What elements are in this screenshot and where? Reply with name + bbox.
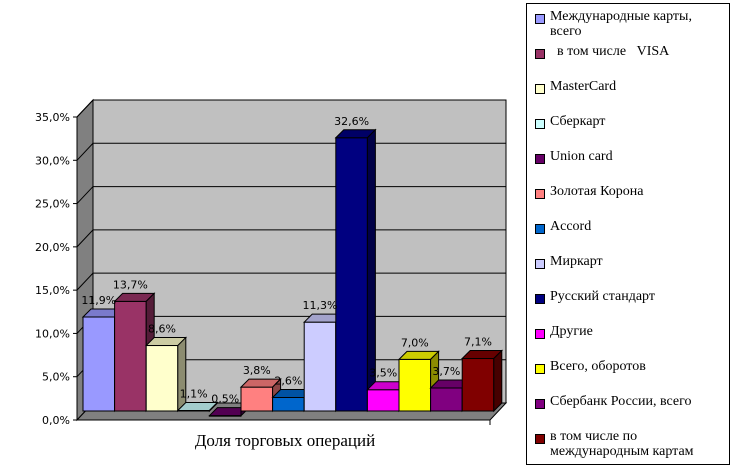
legend-swatch: [535, 154, 545, 164]
bar-front: [461, 358, 495, 412]
bar: [460, 349, 504, 413]
y-tick-label: 15,0%: [35, 284, 70, 297]
legend-label: в том числе VISA: [550, 44, 670, 59]
legend-swatch: [535, 189, 545, 199]
data-label: 8,6%: [148, 323, 176, 336]
bar-front: [430, 387, 463, 412]
bar-front: [82, 316, 116, 412]
legend-label: Другие: [550, 324, 593, 339]
y-tick-label: 0,0%: [42, 414, 70, 427]
legend-swatch: [535, 259, 545, 269]
bar: [144, 336, 188, 413]
legend-label: Русский стандарт: [550, 289, 655, 304]
bar-front: [398, 358, 432, 412]
data-label: 2,6%: [274, 374, 302, 387]
data-label: 1,1%: [180, 387, 208, 400]
y-tick-label: 35,0%: [35, 111, 70, 124]
legend-label: Миркарт: [550, 254, 603, 269]
data-label: 13,7%: [113, 278, 148, 291]
legend-label: Всего, оборотов: [550, 359, 646, 374]
gridline: [76, 99, 506, 118]
legend-swatch: [535, 119, 545, 129]
legend-swatch: [535, 294, 545, 304]
legend-label: Золотая Корона: [550, 184, 644, 199]
bar-front: [335, 137, 368, 412]
legend-label: в том числе по международным картам: [550, 429, 694, 459]
bar-front: [272, 396, 305, 412]
legend-label: Сбербанк России, всего: [550, 394, 692, 409]
bar-chart: 0,0% 5,0% 10,0% 15,0% 20,0% 25,0% 30,0% 35,0% 1…: [35, 98, 508, 450]
data-label: 0,5%: [211, 393, 239, 406]
y-tick-label: 20,0%: [35, 241, 70, 254]
data-label: 3,5%: [369, 367, 397, 380]
bar-side: [208, 401, 218, 413]
legend-swatch: [535, 329, 545, 339]
legend-swatch: [535, 49, 545, 59]
legend-swatch: [535, 84, 545, 94]
bar: [176, 401, 219, 413]
legend-swatch: [535, 224, 545, 234]
data-label: 7,0%: [401, 336, 429, 349]
bar-front: [114, 300, 147, 412]
bar-front: [366, 389, 400, 412]
bar-front: [303, 321, 337, 412]
data-label: 3,8%: [243, 364, 271, 377]
bar-side: [493, 349, 503, 413]
bar: [334, 128, 377, 413]
x-axis-title: Доля торговых операций: [195, 431, 375, 450]
legend: Международные карты, всего в том числе V…: [526, 3, 730, 465]
y-tick-label: 30,0%: [35, 154, 70, 167]
data-label: 32,6%: [334, 115, 369, 128]
bar-front: [145, 345, 179, 412]
bar-front: [240, 386, 274, 412]
data-label: 7,1%: [464, 336, 492, 349]
data-label: 11,3%: [303, 299, 338, 312]
data-label: 3,7%: [432, 365, 460, 378]
legend-swatch: [535, 399, 545, 409]
legend-swatch: [535, 434, 545, 444]
legend-label: MasterCard: [550, 79, 617, 94]
data-label: 11,9%: [81, 294, 116, 307]
legend-label: Union card: [550, 149, 613, 164]
y-tick-label: 25,0%: [35, 198, 70, 211]
legend-label: Сберкарт: [550, 114, 606, 129]
legend-swatch: [535, 364, 545, 374]
legend-label: Международные карты, всего: [550, 9, 696, 39]
legend-swatch: [535, 14, 545, 24]
y-tick-label: 5,0%: [42, 371, 70, 384]
y-tick-label: 10,0%: [35, 327, 70, 340]
legend-label: Accord: [550, 219, 592, 234]
